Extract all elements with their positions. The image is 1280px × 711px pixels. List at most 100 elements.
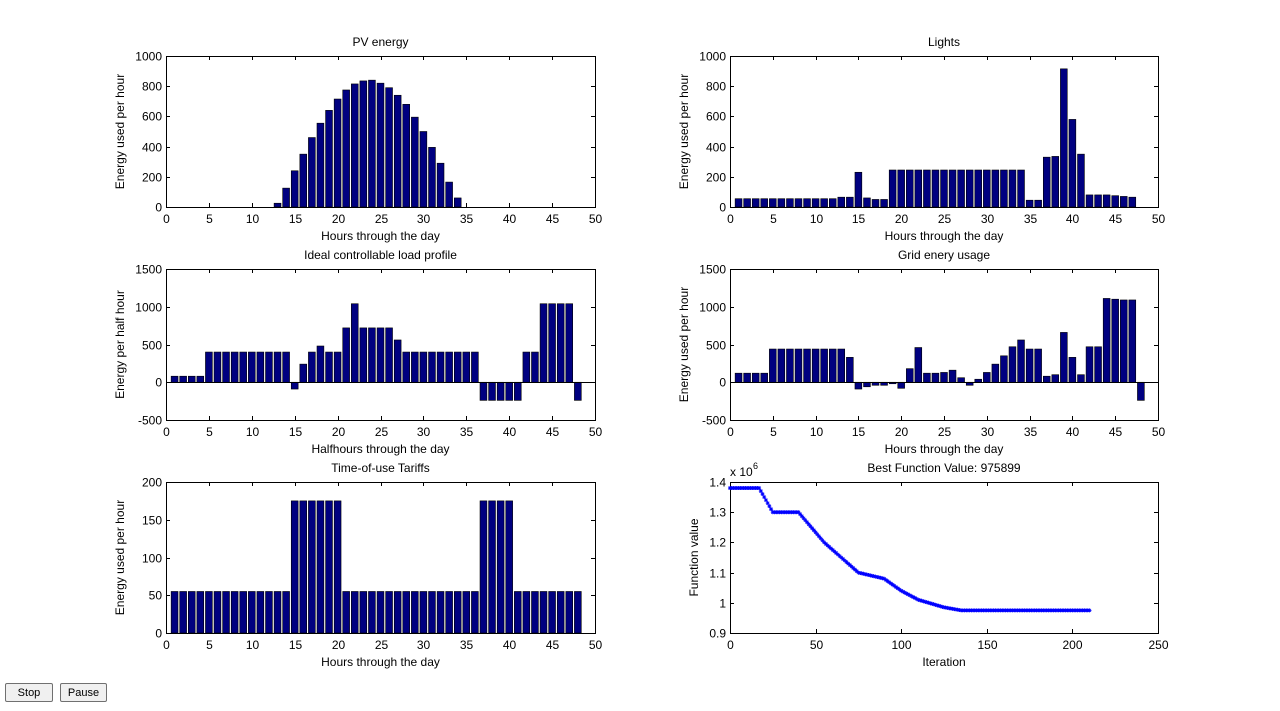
bar (436, 351, 445, 383)
bar (316, 122, 325, 208)
x-tick-label: 40 (1066, 212, 1080, 226)
bar (488, 381, 496, 401)
bar (1077, 153, 1085, 208)
bar (803, 348, 811, 383)
x-tick-label: 50 (589, 425, 603, 439)
data-point (938, 604, 943, 609)
bar (1060, 68, 1068, 208)
x-tick-label: 150 (977, 638, 997, 652)
bar (222, 591, 230, 634)
data-point (900, 589, 905, 594)
bar (428, 591, 436, 634)
data-point (849, 564, 854, 569)
bar (514, 591, 522, 634)
chart-title: Ideal controllable load profile (304, 248, 457, 262)
x-tick-label: 10 (810, 425, 824, 439)
x-tick-label: 15 (852, 425, 866, 439)
bar (965, 169, 974, 208)
data-point (811, 528, 816, 533)
bar (1068, 119, 1077, 208)
bar (445, 181, 453, 208)
y-tick-label: 1 (719, 597, 726, 611)
data-point (864, 572, 869, 577)
bar (760, 372, 768, 383)
data-point (832, 549, 837, 554)
y-axis-label: Function value (687, 518, 701, 596)
bar (1042, 156, 1051, 208)
data-point (902, 590, 907, 595)
bar (548, 303, 556, 383)
x-tick-label: 25 (375, 638, 389, 652)
y-tick-label: 50 (149, 589, 163, 603)
bar (539, 591, 548, 634)
pause-button[interactable]: Pause (60, 683, 107, 702)
data-point (796, 510, 801, 515)
x-tick-label: 0 (727, 425, 734, 439)
x-tick-label: 10 (810, 212, 824, 226)
bar (282, 591, 290, 634)
x-tick-label: 30 (417, 638, 431, 652)
bar (734, 198, 743, 208)
x-tick-label: 30 (981, 212, 995, 226)
bar (1051, 374, 1060, 383)
data-point (933, 602, 938, 607)
bar (393, 94, 402, 208)
y-tick-label: 500 (142, 339, 162, 353)
x-tick-label: 50 (589, 638, 603, 652)
bar (256, 591, 265, 634)
data-point (936, 603, 941, 608)
data-point (823, 541, 828, 546)
stop-button[interactable]: Stop (5, 683, 53, 702)
y-exponent-label: x 10 (730, 465, 753, 479)
x-tick-label: 5 (206, 212, 213, 226)
bar (385, 87, 393, 208)
bar (734, 372, 743, 383)
data-point (875, 575, 880, 580)
y-tick-label: 0 (719, 376, 726, 390)
data-point (859, 571, 864, 576)
bar (760, 198, 768, 208)
bar (273, 202, 282, 208)
bar (828, 198, 837, 208)
bar (991, 363, 1000, 383)
x-tick-label: 30 (417, 212, 431, 226)
data-point (924, 600, 929, 605)
x-axis-label: Hours through the day (885, 229, 1004, 243)
bar (230, 591, 239, 634)
bar (325, 110, 333, 208)
x-tick-label: 10 (246, 425, 260, 439)
data-point (861, 571, 866, 576)
data-point (866, 573, 871, 578)
bar (462, 351, 471, 383)
bar (983, 372, 991, 383)
data-point (851, 566, 856, 571)
data-point (1087, 608, 1092, 613)
data-point (856, 570, 861, 575)
bar (769, 198, 777, 208)
bar (811, 348, 820, 383)
data-point (847, 563, 852, 568)
bar (522, 591, 531, 634)
data-point (914, 596, 919, 601)
bar (906, 368, 914, 383)
y-tick-label: 400 (706, 141, 726, 155)
x-tick-label: 50 (810, 638, 824, 652)
bar (828, 348, 837, 383)
bar (308, 500, 316, 634)
bar (914, 347, 923, 383)
bar (368, 79, 376, 208)
data-point (762, 495, 767, 500)
x-axis-label: Halfhours through the day (311, 442, 449, 456)
x-tick-label: 0 (727, 638, 734, 652)
bar (239, 591, 247, 634)
x-tick-label: 100 (891, 638, 911, 652)
y-tick-label: 0 (155, 627, 162, 641)
bar (820, 198, 828, 208)
bar (308, 351, 316, 383)
bar (479, 381, 488, 401)
bar (316, 345, 325, 383)
data-point (806, 522, 811, 527)
y-tick-label: 100 (142, 552, 162, 566)
bar (1034, 199, 1042, 208)
plot-area (730, 269, 1159, 421)
